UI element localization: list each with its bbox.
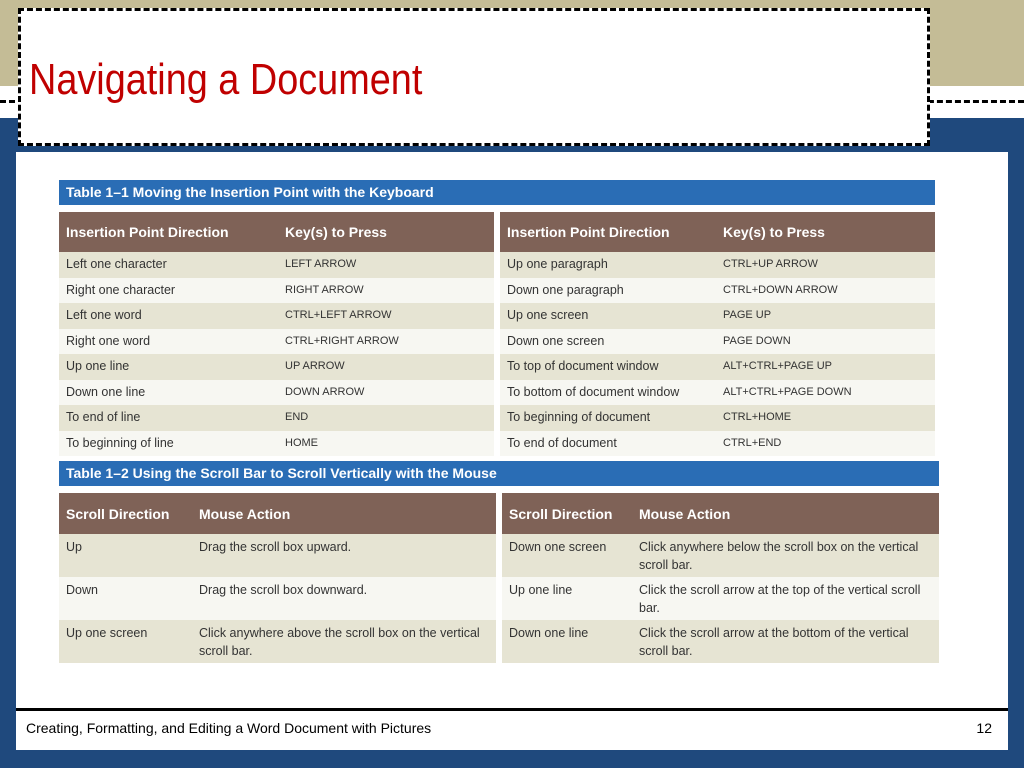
table-row: To end of line END [59, 405, 494, 431]
header-cell: Key(s) to Press [278, 212, 494, 252]
cell-direction: To beginning of line [59, 430, 278, 456]
header-cell: Insertion Point Direction [59, 212, 278, 252]
cell-action: CTRL+END [716, 430, 935, 456]
header-row: Insertion Point Direction Key(s) to Press [59, 212, 494, 252]
cell-direction: To end of document [500, 430, 716, 456]
cell-direction: To bottom of document window [500, 379, 716, 405]
cell-direction: Down one paragraph [500, 277, 716, 303]
footer: Creating, Formatting, and Editing a Word… [16, 708, 1008, 750]
cell-action: ALT+CTRL+PAGE DOWN [716, 379, 935, 405]
table-row: Left one word CTRL+LEFT ARROW [59, 303, 494, 329]
cell-action: HOME [278, 430, 494, 456]
cell-direction: To end of line [59, 405, 278, 431]
table1-caption: Table 1–1 Moving the Insertion Point wit… [59, 180, 935, 205]
slide-title: Navigating a Document [29, 55, 423, 104]
cell-action: LEFT ARROW [278, 252, 494, 278]
cell-direction: Left one character [59, 252, 278, 278]
header-row: Scroll Direction Mouse Action [502, 493, 939, 534]
cell-action: DOWN ARROW [278, 379, 494, 405]
cell-action: PAGE DOWN [716, 328, 935, 354]
cell-action: CTRL+HOME [716, 405, 935, 431]
cell-direction: Down one screen [502, 534, 632, 577]
table-row: To beginning of line HOME [59, 430, 494, 456]
cell-action: UP ARROW [278, 354, 494, 380]
page-number: 12 [976, 720, 992, 736]
table-row: Down one paragraph CTRL+DOWN ARROW [500, 277, 935, 303]
cell-direction: Up one line [59, 354, 278, 380]
cell-direction: Down one line [59, 379, 278, 405]
cell-action: Click the scroll arrow at the bottom of … [632, 620, 939, 663]
cell-direction: Right one word [59, 328, 278, 354]
header-cell: Insertion Point Direction [500, 212, 716, 252]
table-row: Up one paragraph CTRL+UP ARROW [500, 252, 935, 278]
table-row: Left one character LEFT ARROW [59, 252, 494, 278]
table-row: Down Drag the scroll box downward. [59, 577, 496, 620]
cell-direction: Up one paragraph [500, 252, 716, 278]
header-cell: Mouse Action [192, 493, 496, 534]
header-cell: Scroll Direction [59, 493, 192, 534]
table-row: Right one word CTRL+RIGHT ARROW [59, 328, 494, 354]
header-row: Insertion Point Direction Key(s) to Press [500, 212, 935, 252]
title-box: Navigating a Document [18, 8, 930, 146]
table-row: To bottom of document window ALT+CTRL+PAG… [500, 379, 935, 405]
table-row: Right one character RIGHT ARROW [59, 277, 494, 303]
cell-action: CTRL+RIGHT ARROW [278, 328, 494, 354]
cell-direction: Down one screen [500, 328, 716, 354]
table-row: Up one screen PAGE UP [500, 303, 935, 329]
cell-direction: Up [59, 534, 192, 577]
header-cell: Mouse Action [632, 493, 939, 534]
cell-action: Click anywhere above the scroll box on t… [192, 620, 496, 663]
table2-caption: Table 1–2 Using the Scroll Bar to Scroll… [59, 461, 939, 486]
table1-right: Insertion Point Direction Key(s) to Press… [500, 212, 935, 456]
header-row: Scroll Direction Mouse Action [59, 493, 496, 534]
table-row: Up one line Click the scroll arrow at the… [502, 577, 939, 620]
cell-direction: Up one screen [59, 620, 192, 663]
table1-left: Insertion Point Direction Key(s) to Press… [59, 212, 494, 456]
cell-direction: To beginning of document [500, 405, 716, 431]
table-row: Down one line Click the scroll arrow at t… [502, 620, 939, 663]
cell-direction: Up one screen [500, 303, 716, 329]
table-row: Up one screen Click anywhere above the sc… [59, 620, 496, 663]
cell-action: Click anywhere below the scroll box on t… [632, 534, 939, 577]
table-row: Up Drag the scroll box upward. [59, 534, 496, 577]
cell-action: RIGHT ARROW [278, 277, 494, 303]
cell-action: ALT+CTRL+PAGE UP [716, 354, 935, 380]
cell-direction: Up one line [502, 577, 632, 620]
cell-direction: Right one character [59, 277, 278, 303]
table-row: To end of document CTRL+END [500, 430, 935, 456]
cell-direction: Down [59, 577, 192, 620]
table-row: Down one line DOWN ARROW [59, 379, 494, 405]
cell-action: END [278, 405, 494, 431]
table-row: To top of document window ALT+CTRL+PAGE U… [500, 354, 935, 380]
cell-action: CTRL+LEFT ARROW [278, 303, 494, 329]
cell-direction: To top of document window [500, 354, 716, 380]
cell-direction: Left one word [59, 303, 278, 329]
cell-action: Click the scroll arrow at the top of the… [632, 577, 939, 620]
table-row: Down one screen PAGE DOWN [500, 328, 935, 354]
cell-action: CTRL+DOWN ARROW [716, 277, 935, 303]
table-row: To beginning of document CTRL+HOME [500, 405, 935, 431]
cell-direction: Down one line [502, 620, 632, 663]
cell-action: PAGE UP [716, 303, 935, 329]
table-row: Up one line UP ARROW [59, 354, 494, 380]
header-cell: Scroll Direction [502, 493, 632, 534]
header-cell: Key(s) to Press [716, 212, 935, 252]
table-row: Down one screen Click anywhere below the … [502, 534, 939, 577]
table2-right: Scroll Direction Mouse Action Down one scr… [502, 493, 939, 663]
cell-action: CTRL+UP ARROW [716, 252, 935, 278]
footer-text: Creating, Formatting, and Editing a Word… [26, 720, 432, 736]
cell-action: Drag the scroll box downward. [192, 577, 496, 620]
cell-action: Drag the scroll box upward. [192, 534, 496, 577]
table2-left: Scroll Direction Mouse Action Up Drag the s… [59, 493, 496, 663]
